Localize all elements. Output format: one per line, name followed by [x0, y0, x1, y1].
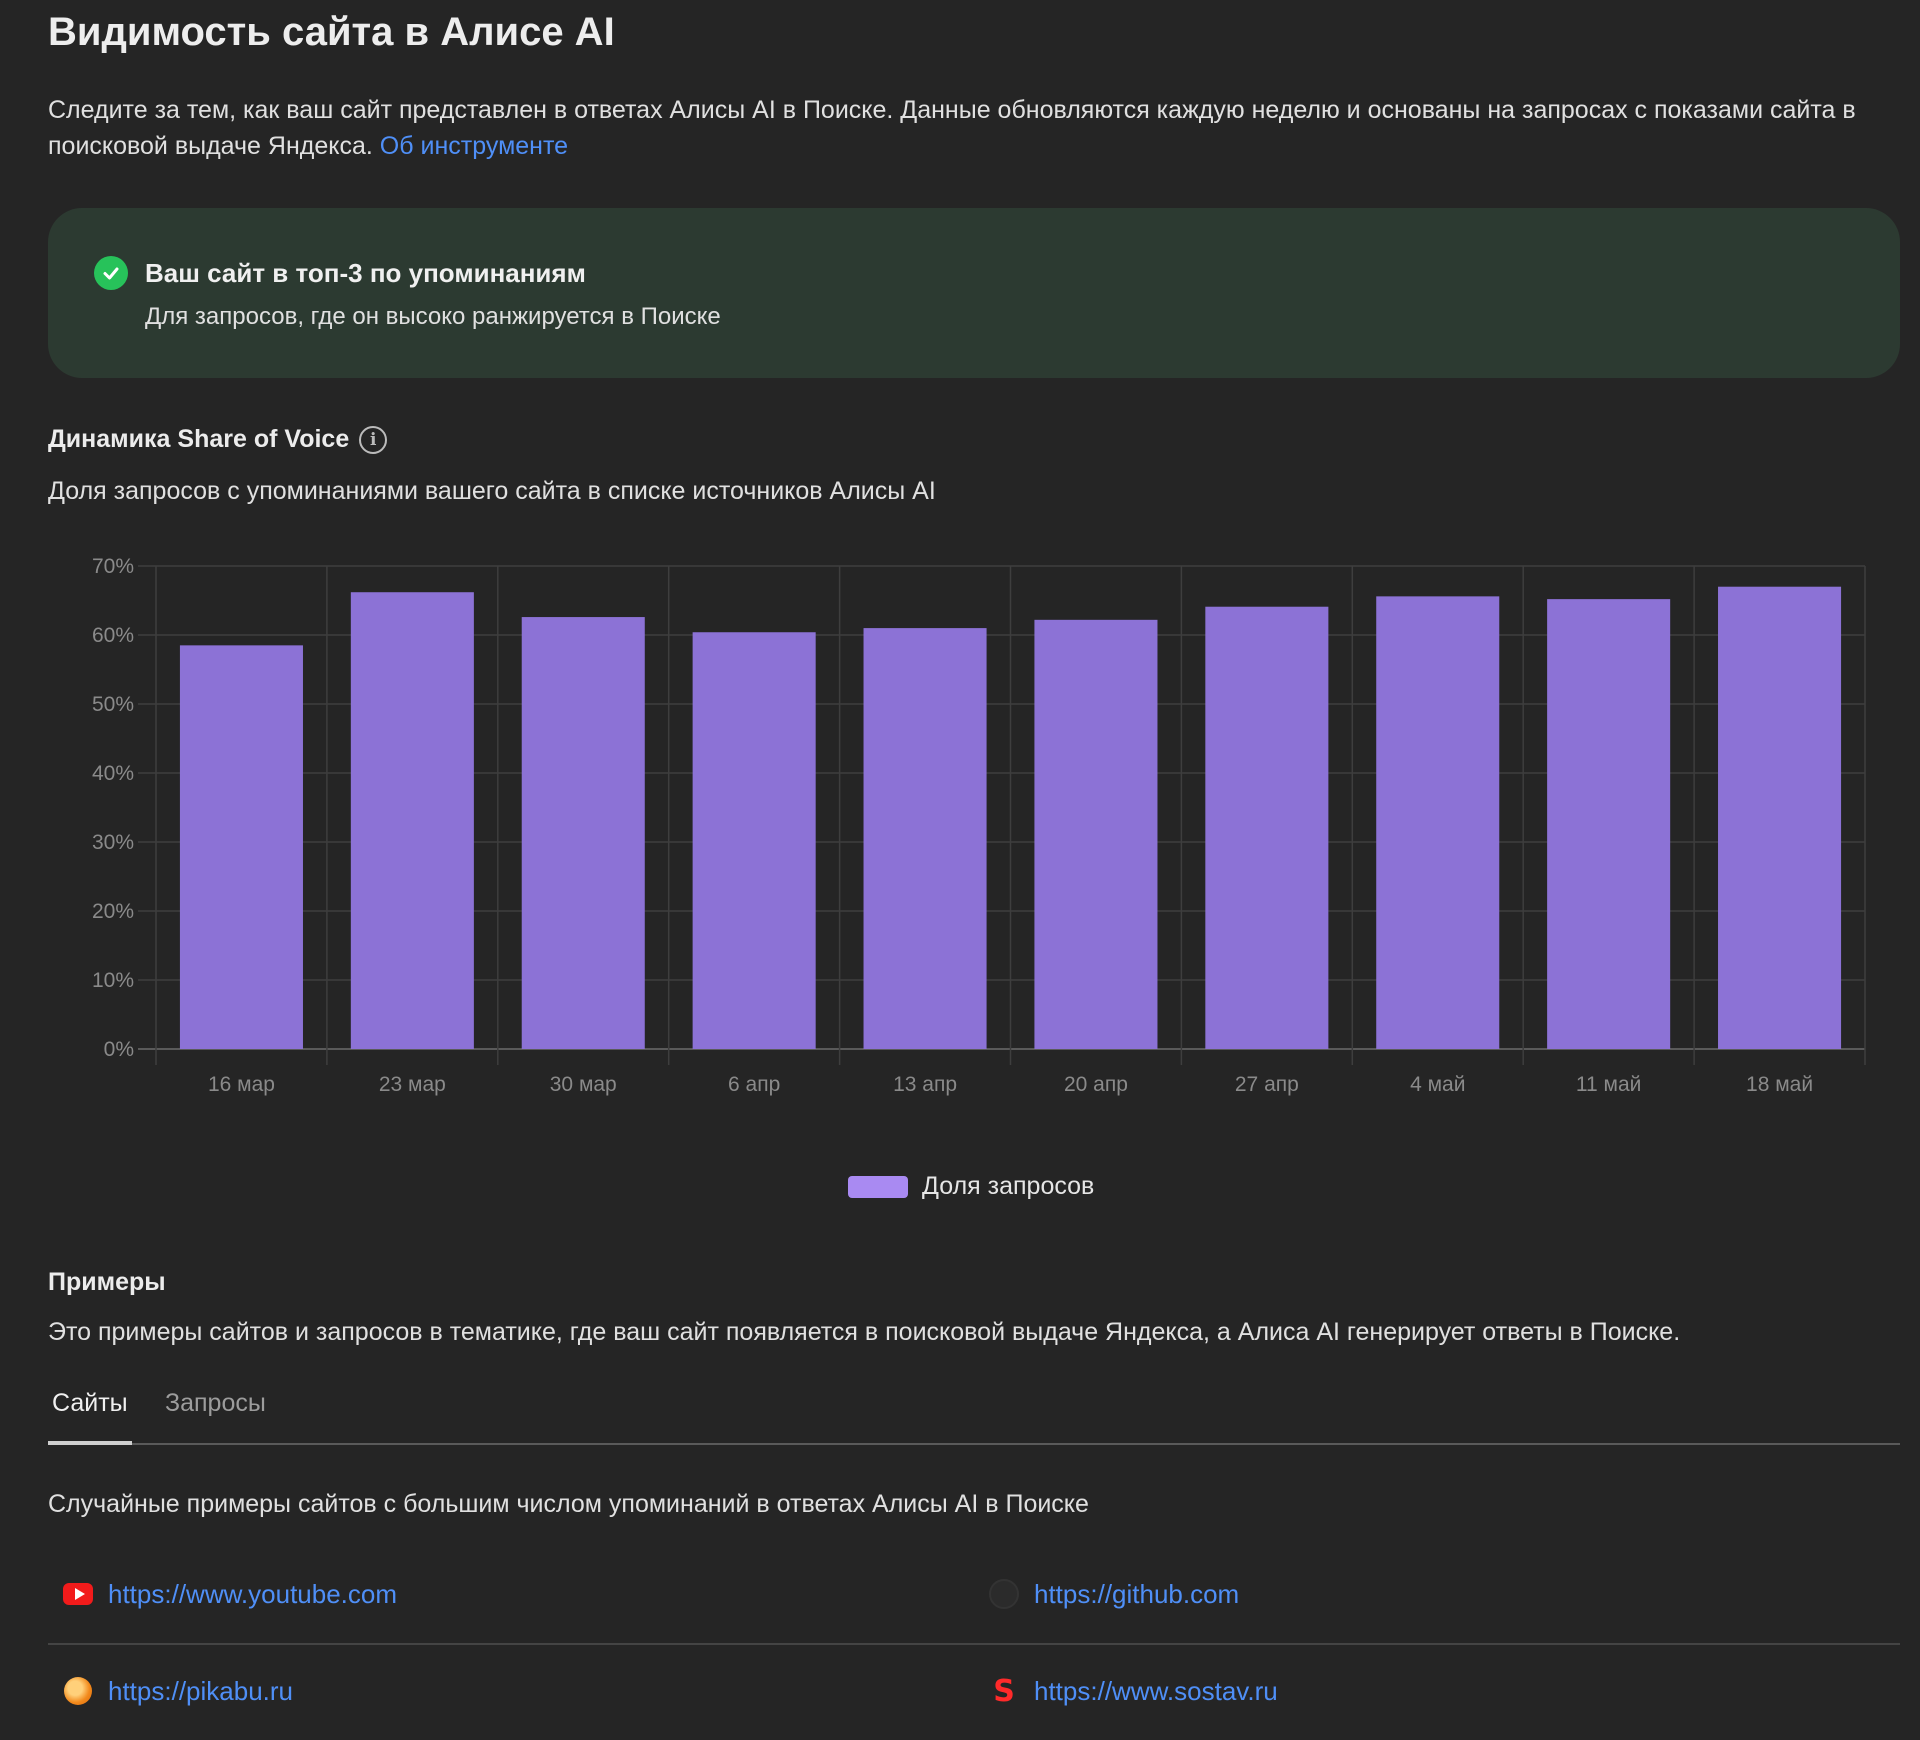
x-tick-label: 30 мар	[550, 1073, 617, 1096]
tab-sites[interactable]: Сайты	[48, 1389, 132, 1445]
sites-row: https://www.youtube.com https://github.c…	[48, 1548, 1900, 1645]
x-tick-label: 13 апр	[893, 1073, 957, 1096]
bar	[1718, 586, 1842, 1049]
x-tick-label: 16 мар	[208, 1073, 275, 1096]
site-link-youtube[interactable]: https://www.youtube.com	[108, 1578, 398, 1609]
site-item: https://github.com	[988, 1578, 1239, 1610]
x-tick-label: 6 апр	[728, 1073, 780, 1096]
bar	[1376, 596, 1500, 1049]
examples-title: Примеры	[48, 1268, 166, 1296]
y-tick-label: 0%	[104, 1038, 134, 1061]
legend-swatch	[848, 1175, 908, 1198]
check-circle-icon	[94, 256, 128, 290]
page-title: Видимость сайта в Алисе AI	[48, 10, 615, 54]
about-tool-link[interactable]: Об инструменте	[379, 132, 569, 160]
sites-subtitle: Случайные примеры сайтов с большим число…	[48, 1490, 1089, 1518]
y-tick-label: 20%	[92, 900, 134, 923]
sov-subtitle: Доля запросов с упоминаниями вашего сайт…	[48, 477, 936, 505]
sov-bar-chart: 0% 10% 20% 30% 40% 50% 60% 70% 16 мар 23 мар 30 ма…	[92, 555, 1866, 1096]
bar	[1205, 606, 1329, 1049]
youtube-icon	[62, 1578, 94, 1610]
x-tick-label: 4 май	[1410, 1073, 1465, 1096]
examples-subtitle: Это примеры сайтов и запросов в тематике…	[48, 1318, 1681, 1346]
x-tick-label: 23 мар	[379, 1073, 446, 1096]
bar	[350, 592, 474, 1049]
sov-title-text: Динамика Share of Voice	[48, 425, 350, 453]
y-tick-label: 60%	[92, 624, 134, 647]
site-item: https://pikabu.ru	[62, 1675, 293, 1707]
site-item: S https://www.sostav.ru	[988, 1673, 1278, 1709]
sov-section-title: Динамика Share of Voice i	[48, 425, 388, 454]
x-tick-label: 11 май	[1576, 1073, 1641, 1096]
bar	[692, 632, 816, 1049]
sostav-icon: S	[993, 1673, 1015, 1709]
status-title: Ваш сайт в топ-3 по упоминаниям	[145, 258, 586, 288]
site-link-pikabu[interactable]: https://pikabu.ru	[108, 1675, 293, 1706]
y-tick-label: 50%	[92, 693, 134, 716]
site-item: https://www.youtube.com	[62, 1578, 397, 1610]
y-tick-label: 40%	[92, 762, 134, 785]
chart-legend[interactable]: Доля запросов	[848, 1172, 1094, 1201]
site-link-github[interactable]: https://github.com	[1034, 1578, 1240, 1609]
x-tick-label: 20 апр	[1064, 1073, 1128, 1096]
x-tick-label: 18 май	[1746, 1073, 1813, 1096]
bar	[1547, 599, 1671, 1049]
info-icon[interactable]: i	[359, 425, 388, 454]
intro-text: Следите за тем, как ваш сайт представлен…	[48, 92, 1898, 164]
y-tick-label: 70%	[92, 555, 134, 578]
bar	[521, 617, 645, 1049]
site-link-sostav[interactable]: https://www.sostav.ru	[1034, 1675, 1278, 1706]
bar	[863, 628, 987, 1049]
github-icon	[988, 1578, 1020, 1610]
tab-queries[interactable]: Запросы	[165, 1389, 266, 1417]
legend-label: Доля запросов	[922, 1172, 1095, 1200]
pikabu-icon	[62, 1675, 94, 1707]
status-subtitle: Для запросов, где он высоко ранжируется …	[145, 303, 721, 330]
y-tick-label: 10%	[92, 969, 134, 992]
examples-tabs: Сайты Запросы	[48, 1385, 1900, 1445]
bar	[179, 645, 303, 1049]
bar	[1034, 619, 1158, 1049]
status-card: Ваш сайт в топ-3 по упоминаниям Для запр…	[48, 208, 1900, 378]
intro-description: Следите за тем, как ваш сайт представлен…	[48, 96, 1856, 160]
sites-row: https://pikabu.ru S https://www.sostav.r…	[48, 1645, 1900, 1740]
y-tick-label: 30%	[92, 831, 134, 854]
x-tick-label: 27 апр	[1235, 1073, 1299, 1096]
